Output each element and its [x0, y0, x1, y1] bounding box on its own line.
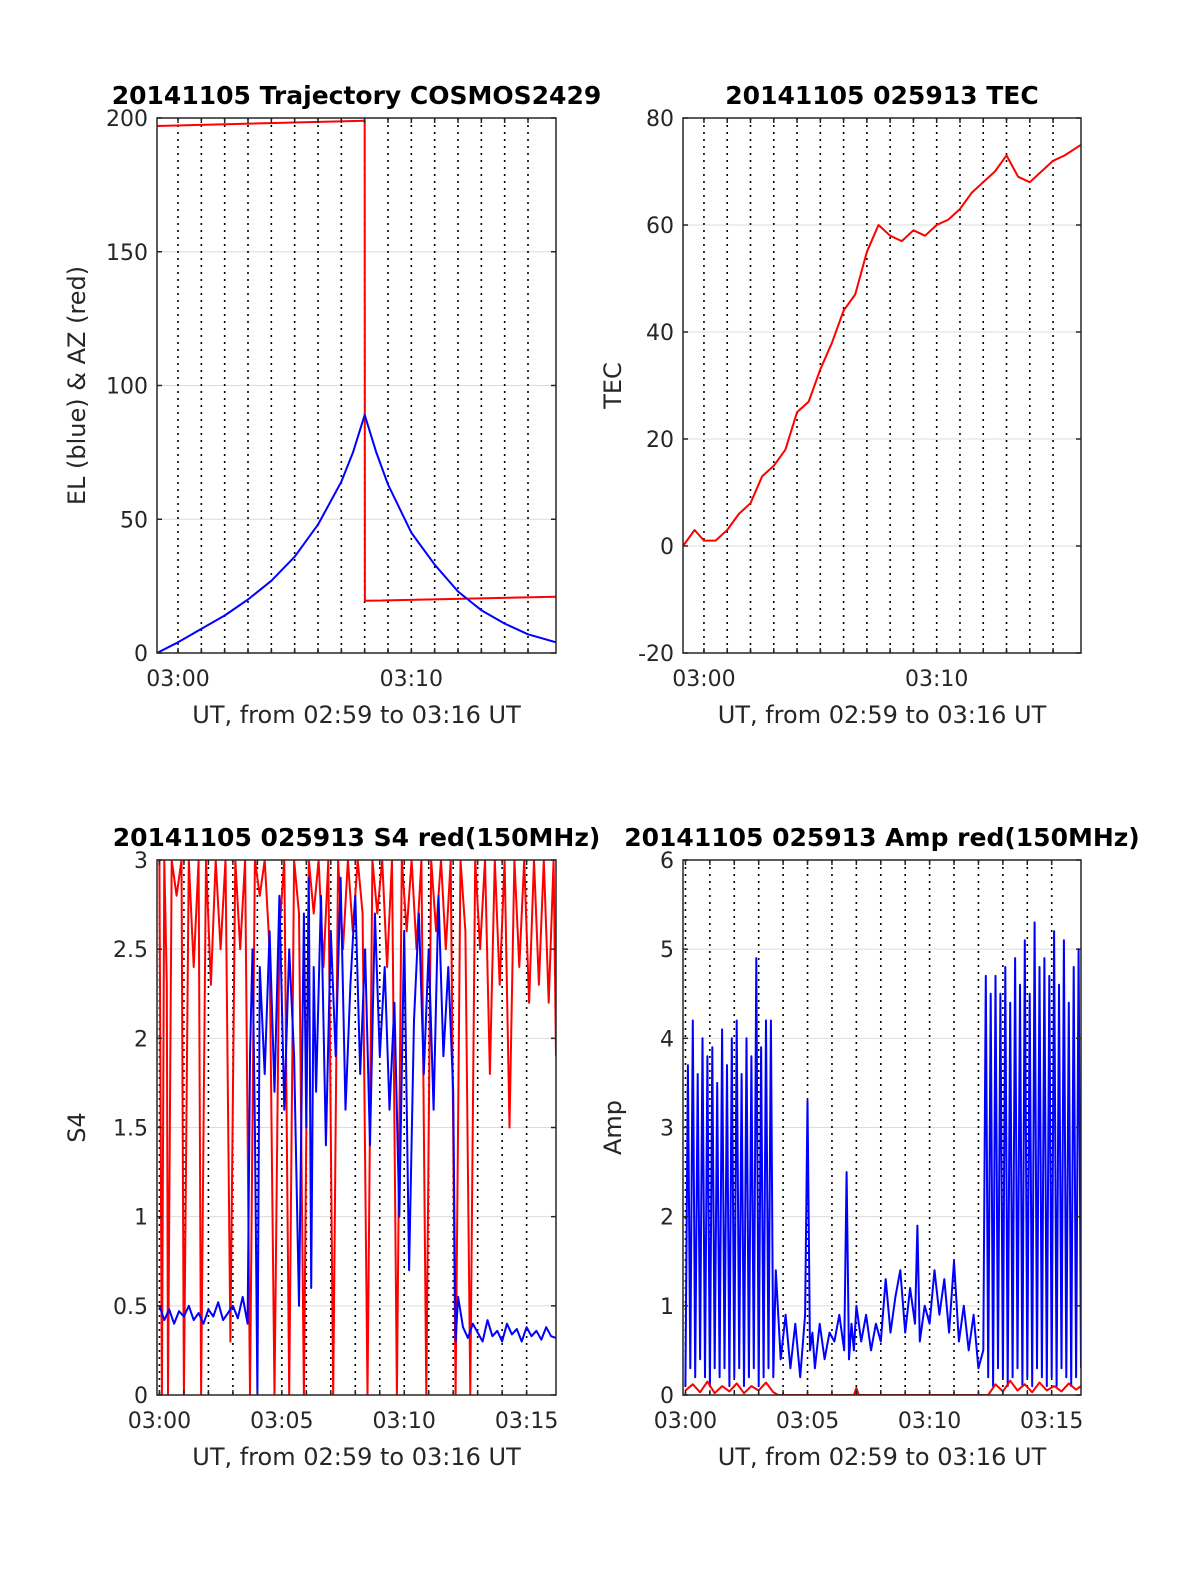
y-tick-label: 60	[646, 214, 674, 239]
chart-panel-4: 0 1 2 3 4 5 6 03:00 03:05 03:10 03:15 20141105 0259…	[599, 823, 1140, 1471]
x-tick-label: 03:10	[373, 1409, 436, 1434]
series-group	[683, 143, 1081, 547]
y-tick-label: 80	[646, 107, 674, 132]
y-tick-label: 40	[646, 321, 674, 346]
chart-title: 20141105 025913 Amp red(150MHz)	[624, 823, 1140, 852]
y-tick-label: 2	[134, 1027, 148, 1052]
y-tick-label: 2.5	[113, 938, 148, 963]
x-tick-label: 03:15	[1020, 1409, 1083, 1434]
series-line-1	[684, 921, 1081, 1388]
x-tick-label: 03:00	[128, 1409, 191, 1434]
y-axis-label: Amp	[599, 1100, 627, 1155]
x-tick-label: 03:05	[250, 1409, 313, 1434]
x-tick-label: 03:10	[898, 1409, 961, 1434]
chart-title: 20141105 025913 TEC	[725, 81, 1038, 110]
y-tick-label: 20	[646, 428, 674, 453]
x-tick-label: 03:05	[776, 1409, 839, 1434]
chart-panel-2: -20 0 20 40 60 80 03:00 03:10 20141105 025913 TE…	[599, 81, 1082, 729]
axes-box	[682, 117, 1082, 654]
y-tick-label: 100	[106, 375, 148, 400]
chart-title: 20141105 Trajectory COSMOS2429	[112, 81, 602, 110]
y-tick-label: -20	[638, 642, 674, 667]
y-tick-label: 200	[106, 107, 148, 132]
x-tick-label: 03:00	[146, 667, 209, 692]
chart-title: 20141105 025913 S4 red(150MHz)	[113, 823, 601, 852]
x-axis-label: UT, from 02:59 to 03:16 UT	[192, 701, 521, 729]
x-axis-label: UT, from 02:59 to 03:16 UT	[718, 1443, 1047, 1471]
x-tick-label: 03:10	[905, 667, 968, 692]
y-tick-label: 3	[660, 1117, 674, 1142]
y-tick-label: 0	[134, 1384, 148, 1409]
y-axis-label: S4	[63, 1112, 91, 1143]
y-axis-label: TEC	[599, 362, 627, 410]
series-line-1	[157, 119, 556, 602]
chart-panel-1: 0 50 100 150 200 03:00 03:10 20141105 Trajector…	[63, 81, 601, 729]
chart-panel-3: 0 0.5 1 1.5 2 2.5 3 03:00 03:05 03:10 03:15 2014110…	[63, 823, 600, 1471]
y-tick-label: 150	[106, 241, 148, 266]
y-tick-label: 1	[660, 1295, 674, 1320]
series-line-2	[684, 1379, 1081, 1395]
x-axis-label: UT, from 02:59 to 03:16 UT	[718, 701, 1047, 729]
series-group	[158, 860, 556, 1395]
y-tick-label: 1	[134, 1206, 148, 1231]
x-tick-label: 03:15	[495, 1409, 558, 1434]
y-tick-label: 2	[660, 1206, 674, 1231]
x-tick-label: 03:10	[380, 667, 443, 692]
x-tick-label: 03:00	[654, 1409, 717, 1434]
y-tick-label: 5	[660, 938, 674, 963]
x-tick-label: 03:00	[672, 667, 735, 692]
series-group	[157, 119, 556, 653]
y-axis-label: EL (blue) & AZ (red)	[63, 266, 91, 505]
series-line-1	[683, 143, 1081, 547]
x-axis-label: UT, from 02:59 to 03:16 UT	[192, 1443, 521, 1471]
y-tick-label: 0	[660, 535, 674, 560]
y-tick-label: 3	[134, 849, 148, 874]
y-tick-label: 0.5	[113, 1295, 148, 1320]
series-line-2	[157, 413, 556, 653]
y-tick-label: 1.5	[113, 1117, 148, 1142]
y-tick-label: 50	[120, 508, 148, 533]
y-tick-label: 0	[660, 1384, 674, 1409]
series-group	[684, 921, 1081, 1395]
y-tick-label: 0	[134, 642, 148, 667]
y-tick-label: 4	[660, 1027, 674, 1052]
y-tick-label: 6	[660, 849, 674, 874]
series-line-2	[158, 876, 556, 1395]
series-line-1	[158, 860, 556, 1395]
